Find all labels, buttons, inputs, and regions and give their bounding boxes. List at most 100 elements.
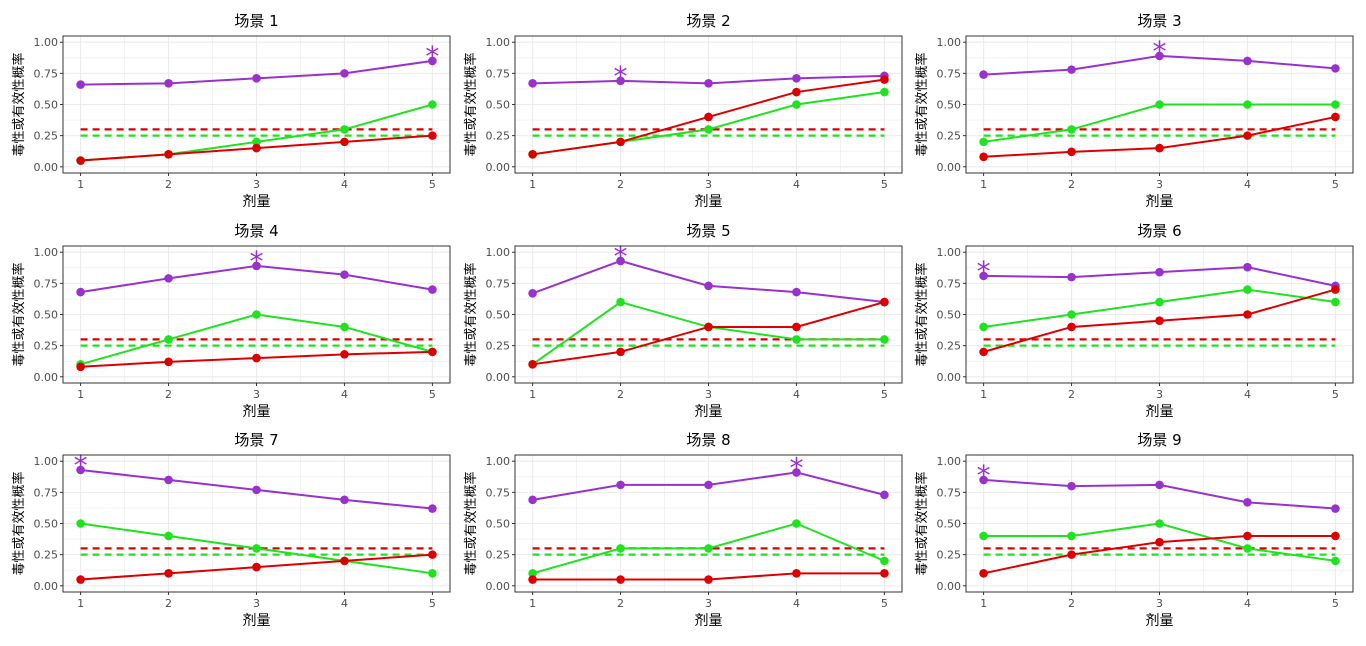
x-axis-title: 剂量 [1146, 194, 1174, 210]
efficacy-point [252, 544, 261, 553]
x-tick-label: 5 [429, 388, 436, 401]
best-dose-star-marker: * [789, 451, 803, 484]
efficacy-point [76, 519, 85, 528]
panel-4: * 0.00 0.25 0.50 0.75 1.00 1 2 3 4 5 场景 4 剂量 毒性或有效性概率 [11, 222, 451, 420]
efficacy-point [792, 100, 801, 109]
toxicity-point [428, 347, 437, 357]
panel-title: 场景 9 [1137, 431, 1181, 449]
best-dose-star-marker: * [250, 245, 264, 278]
toxicity-point [340, 137, 349, 147]
y-tick-label: 0.50 [486, 99, 511, 112]
toxicity-point [1155, 537, 1164, 547]
combined-point [979, 475, 988, 485]
x-tick-label: 3 [705, 388, 712, 401]
x-tick-label: 2 [1068, 597, 1075, 610]
x-tick-label: 3 [1156, 597, 1163, 610]
efficacy-point [1067, 125, 1076, 134]
y-tick-label: 1.00 [937, 246, 962, 259]
x-tick-label: 1 [529, 388, 536, 401]
toxicity-point [616, 575, 625, 584]
combined-point [616, 256, 625, 266]
combined-point [1243, 56, 1252, 66]
y-axis-title: 毒性或有效性概率 [11, 471, 27, 575]
y-axis-title: 毒性或有效性概率 [11, 52, 27, 156]
x-tick-label: 3 [1156, 388, 1163, 401]
y-tick-label: 0.00 [34, 580, 59, 593]
y-tick-label: 0.75 [34, 277, 59, 290]
y-axis-title: 毒性或有效性概率 [11, 262, 27, 366]
y-tick-label: 1.00 [34, 455, 59, 468]
toxicity-point [252, 143, 261, 153]
x-tick-label: 1 [77, 597, 84, 610]
x-tick-label: 4 [793, 178, 800, 191]
x-tick-label: 5 [881, 597, 888, 610]
toxicity-point [428, 550, 437, 559]
y-tick-label: 0.75 [34, 67, 59, 80]
panel-title: 场景 8 [686, 431, 730, 449]
x-tick-label: 1 [77, 178, 84, 191]
y-tick-label: 0.00 [937, 371, 962, 384]
y-axis-title: 毒性或有效性概率 [463, 262, 479, 366]
x-tick-label: 3 [253, 178, 260, 191]
best-dose-star-marker: * [614, 240, 628, 273]
panel-title: 场景 3 [1137, 12, 1181, 30]
x-axis-title: 剂量 [695, 613, 723, 629]
y-tick-label: 0.75 [486, 67, 511, 80]
y-tick-label: 0.50 [34, 309, 59, 322]
panel-7: * 0.00 0.25 0.50 0.75 1.00 1 2 3 4 5 场景 7 剂量 毒性或有效性概率 [11, 431, 451, 629]
combined-point [1155, 480, 1164, 490]
efficacy-point [1155, 297, 1164, 307]
combined-point [76, 287, 85, 297]
toxicity-point [1067, 147, 1076, 157]
toxicity-point [164, 569, 173, 578]
efficacy-point [880, 335, 889, 344]
x-tick-label: 1 [980, 178, 987, 191]
panel-8: * 0.00 0.25 0.50 0.75 1.00 1 2 3 4 5 场景 8 剂量 毒性或有效性概率 [463, 431, 903, 629]
combined-point [428, 285, 437, 294]
y-tick-label: 0.75 [486, 486, 511, 499]
efficacy-point [1243, 285, 1252, 294]
panel-title: 场景 5 [686, 222, 730, 240]
x-tick-label: 4 [1244, 178, 1251, 191]
combined-point [340, 69, 349, 78]
combined-point [616, 480, 625, 490]
combined-point [252, 261, 261, 271]
best-dose-star-marker: * [1153, 35, 1167, 68]
y-tick-label: 1.00 [34, 246, 59, 259]
combined-point [704, 79, 713, 88]
y-tick-label: 0.75 [937, 67, 962, 80]
y-tick-label: 0.00 [486, 371, 511, 384]
efficacy-point [979, 531, 988, 541]
y-tick-label: 1.00 [34, 36, 59, 49]
y-axis-title: 毒性或有效性概率 [914, 52, 930, 156]
y-tick-label: 0.00 [486, 580, 511, 593]
x-tick-label: 4 [1244, 597, 1251, 610]
toxicity-point [1331, 531, 1340, 541]
combined-point [880, 490, 889, 500]
toxicity-point [1331, 285, 1340, 294]
panel-9: * 0.00 0.25 0.50 0.75 1.00 1 2 3 4 5 场景 9 剂量 毒性或有效性概率 [914, 431, 1354, 629]
efficacy-point [616, 544, 625, 553]
combined-point [1155, 267, 1164, 277]
efficacy-point [1331, 297, 1340, 307]
y-tick-label: 0.25 [34, 549, 59, 562]
toxicity-point [979, 569, 988, 578]
x-tick-label: 5 [1332, 178, 1339, 191]
combined-point [76, 80, 85, 89]
efficacy-point [1067, 531, 1076, 541]
toxicity-point [340, 556, 349, 566]
x-tick-label: 5 [881, 178, 888, 191]
y-tick-label: 0.25 [486, 130, 511, 143]
combined-point [252, 74, 261, 83]
toxicity-point [704, 575, 713, 584]
x-tick-label: 3 [705, 178, 712, 191]
efficacy-point [252, 137, 261, 147]
efficacy-point [528, 569, 537, 578]
x-axis-title: 剂量 [243, 194, 271, 210]
x-tick-label: 4 [341, 388, 348, 401]
toxicity-point [76, 156, 85, 165]
toxicity-point [76, 575, 85, 584]
y-tick-label: 0.25 [34, 130, 59, 143]
combined-point [792, 468, 801, 477]
